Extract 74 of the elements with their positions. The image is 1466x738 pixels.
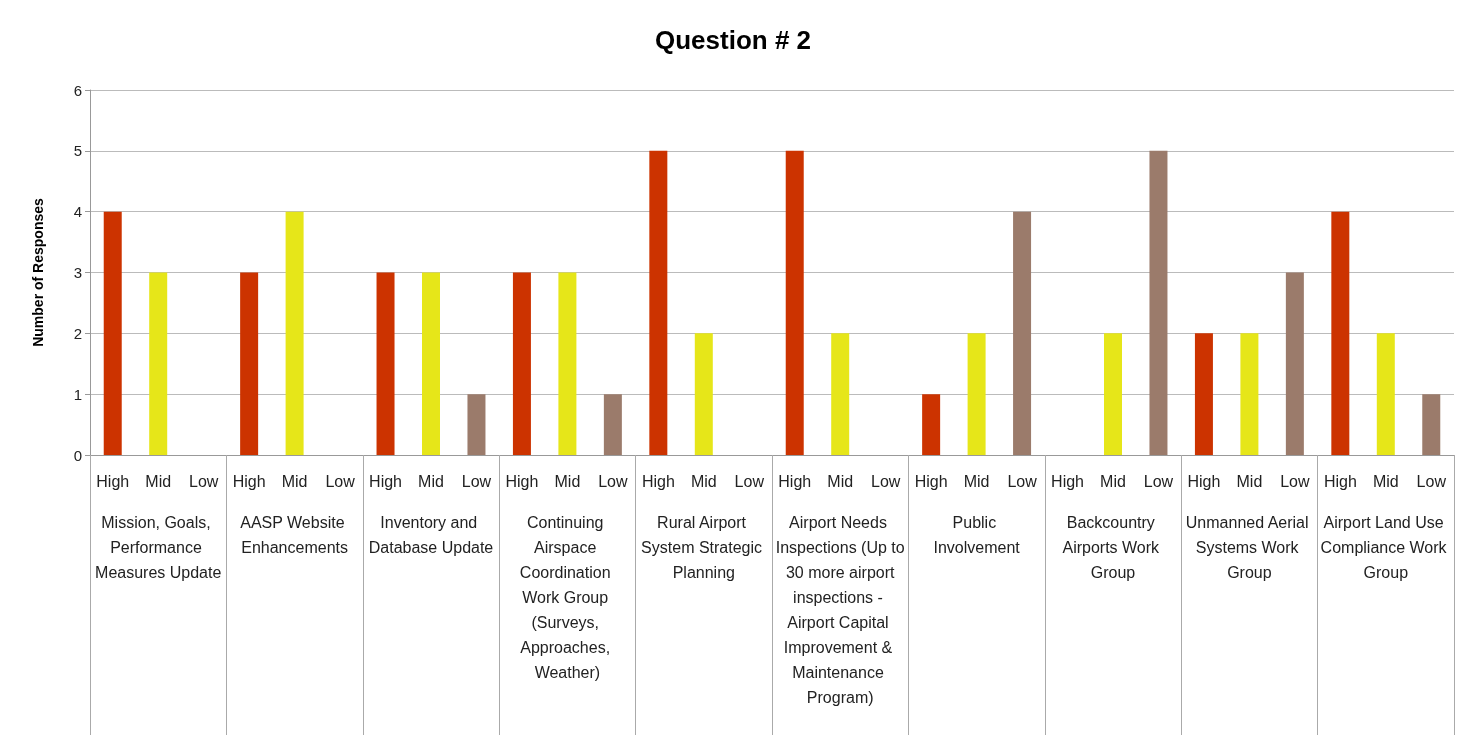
bar bbox=[103, 211, 122, 455]
bar bbox=[967, 333, 986, 455]
text: Mid bbox=[281, 472, 308, 490]
bar bbox=[603, 394, 622, 455]
bar bbox=[467, 394, 486, 455]
text: Low bbox=[1143, 472, 1174, 490]
text: High bbox=[778, 472, 812, 490]
text: Low bbox=[734, 472, 764, 490]
bar bbox=[785, 150, 804, 455]
y-tick-label: 2 bbox=[73, 324, 82, 342]
x-tick-label: Rural Airport System Strategic Planning bbox=[641, 514, 767, 581]
text: High bbox=[1187, 472, 1221, 490]
x-tick-label: Continuing Airspace Coordination Work Group (Surveys, Approaches, Weather) bbox=[519, 514, 615, 681]
bar bbox=[1331, 211, 1350, 455]
text: Low bbox=[461, 472, 492, 490]
y-tick-label: 4 bbox=[73, 203, 82, 221]
bar bbox=[240, 272, 259, 455]
bar bbox=[1240, 333, 1259, 455]
y-tick-label: 5 bbox=[73, 142, 82, 160]
bar bbox=[1013, 211, 1032, 455]
series-label: High bbox=[1323, 472, 1357, 490]
text: Mid bbox=[554, 472, 581, 490]
x-tick-label: Airport Needs Inspections (Up to 30 more airport inspections - Airport Capital Improvement & Maintenance Program) bbox=[775, 514, 905, 706]
text: High bbox=[1051, 472, 1084, 490]
bar bbox=[1285, 272, 1304, 455]
y-tick-label: 0 bbox=[73, 446, 82, 464]
text: Mid bbox=[418, 472, 444, 490]
text: Low bbox=[1416, 472, 1446, 490]
bar bbox=[376, 272, 395, 455]
y-tick-label: 3 bbox=[73, 264, 82, 281]
text: Mid bbox=[690, 472, 717, 490]
text: Mid bbox=[963, 472, 990, 490]
text: Mid bbox=[827, 472, 854, 490]
bar bbox=[512, 272, 531, 455]
series-label: Low bbox=[1280, 472, 1310, 490]
bar bbox=[558, 272, 577, 455]
text: High bbox=[96, 472, 130, 490]
x-tick-label: AASP Website Enhancements bbox=[240, 514, 349, 556]
bar bbox=[1422, 394, 1441, 455]
text: High bbox=[232, 472, 266, 490]
bar bbox=[149, 272, 168, 455]
x-tick-label: Unmanned Aerial Systems Work Group bbox=[1185, 514, 1313, 581]
text: Mid bbox=[1100, 472, 1126, 490]
text: Low bbox=[188, 472, 219, 490]
y-tick-label: 6 bbox=[73, 81, 82, 99]
x-tick-label: Mission, Goals, Performance Measures Update bbox=[95, 514, 222, 581]
chart-title: Question # 2 bbox=[654, 25, 812, 55]
y-tick-label: 1 bbox=[73, 385, 82, 403]
text: High bbox=[641, 472, 675, 490]
text: High bbox=[505, 472, 539, 490]
x-tick-label: Airport Land Use Compliance Work Group bbox=[1320, 514, 1452, 581]
bar bbox=[1149, 150, 1168, 455]
bar bbox=[694, 333, 713, 455]
x-tick-label: Backcountry Airports Work Group bbox=[1062, 514, 1164, 581]
bar bbox=[922, 394, 941, 455]
text: Low bbox=[870, 472, 901, 490]
text: High bbox=[914, 472, 948, 490]
x-tick-label: Inventory and Database Update bbox=[368, 514, 494, 556]
text: Low bbox=[325, 472, 355, 490]
bar bbox=[285, 211, 304, 455]
bar bbox=[1376, 333, 1395, 455]
bar bbox=[831, 333, 850, 455]
y-axis-title: Number of Responses bbox=[30, 198, 46, 347]
text: Low bbox=[1007, 472, 1037, 490]
text: High bbox=[369, 472, 402, 490]
text: Mid bbox=[1372, 472, 1399, 490]
bar bbox=[422, 272, 440, 455]
bar bbox=[1104, 333, 1122, 455]
bar bbox=[649, 150, 668, 455]
text: Mid bbox=[145, 472, 172, 490]
text: Low bbox=[598, 472, 628, 490]
series-label: Mid bbox=[1236, 472, 1263, 490]
bar bbox=[1194, 333, 1213, 455]
x-tick-label: Public Involvement bbox=[933, 514, 1021, 556]
